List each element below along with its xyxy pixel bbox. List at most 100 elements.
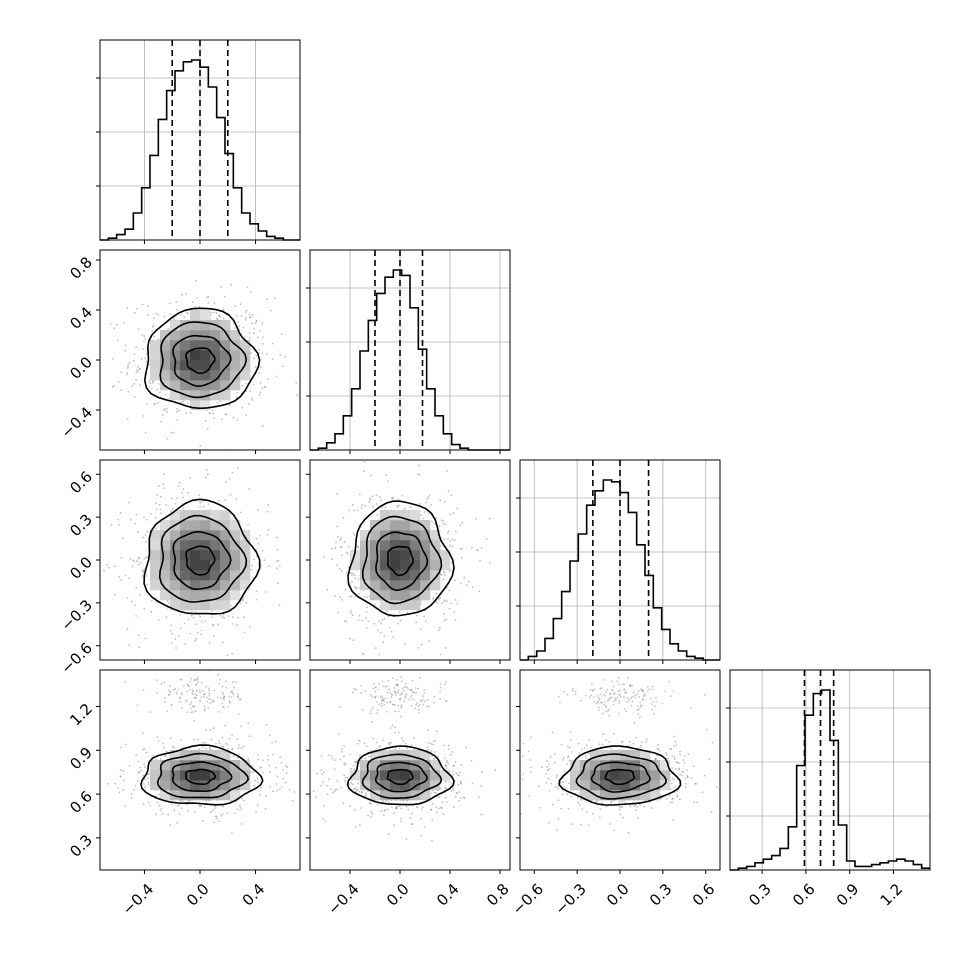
scatter-point (364, 505, 367, 507)
scatter-point (335, 541, 337, 544)
scatter-point (169, 824, 172, 826)
scatter-point (371, 495, 374, 498)
scatter-point (141, 303, 144, 306)
scatter-point (605, 739, 608, 742)
scatter-point (259, 534, 262, 537)
scatter-point (673, 758, 676, 761)
scatter-point (227, 615, 230, 617)
scatter-point (322, 781, 325, 784)
density-cell (420, 790, 431, 801)
scatter-point (547, 821, 550, 824)
scatter-point (566, 693, 569, 696)
scatter-point (657, 743, 659, 746)
scatter-point (178, 635, 180, 638)
scatter-point (159, 809, 162, 812)
scatter-point (385, 800, 388, 803)
scatter-point (213, 311, 216, 314)
density-cell (610, 780, 621, 791)
scatter-point (392, 677, 395, 680)
scatter-point (276, 548, 279, 551)
scatter-point (378, 703, 381, 706)
scatter-point (238, 325, 241, 328)
scatter-point (341, 546, 343, 548)
scatter-point (350, 767, 352, 770)
scatter-point (195, 684, 197, 687)
scatter-point (127, 363, 130, 366)
scatter-point (262, 336, 264, 339)
scatter-point (133, 353, 136, 356)
scatter-point (166, 410, 168, 413)
scatter-point (589, 688, 592, 691)
scatter-point (168, 685, 171, 688)
scatter-point (239, 602, 242, 605)
density-cell (230, 520, 241, 531)
scatter-point (449, 753, 452, 756)
scatter-point (129, 518, 132, 521)
density-cell (590, 750, 601, 761)
scatter-point (186, 491, 189, 494)
density-cell (170, 770, 181, 781)
scatter-point (393, 812, 396, 815)
density-cell (410, 530, 421, 541)
scatter-point (551, 803, 554, 806)
scatter-point (565, 787, 568, 790)
scatter-point (198, 305, 201, 308)
density-cell (640, 750, 651, 761)
scatter-point (608, 708, 610, 711)
density-cell (210, 340, 221, 351)
density-cell (150, 550, 161, 561)
scatter-point (375, 748, 378, 751)
scatter-point (163, 681, 166, 684)
scatter-point (399, 619, 402, 622)
scatter-point (158, 793, 160, 796)
scatter-point (259, 786, 262, 789)
scatter-point (390, 630, 393, 633)
scatter-point (262, 550, 264, 552)
scatter-point (363, 470, 366, 473)
scatter-point (399, 820, 402, 823)
scatter-point (383, 700, 386, 703)
scatter-point (201, 820, 204, 822)
scatter-point (617, 699, 620, 702)
scatter-point (200, 629, 203, 632)
density-cell (190, 780, 201, 791)
density-cell (640, 760, 651, 771)
scatter-point (222, 641, 224, 644)
scatter-point (445, 761, 448, 764)
scatter-point (422, 703, 424, 706)
scatter-point (598, 706, 600, 709)
scatter-point (556, 774, 558, 776)
scatter-point (353, 809, 356, 811)
scatter-point (182, 496, 184, 499)
scatter-point (679, 798, 681, 801)
scatter-point (403, 686, 406, 689)
density-cell (360, 540, 371, 551)
scatter-point (169, 737, 172, 740)
scatter-point (175, 308, 178, 311)
scatter-point (598, 816, 601, 819)
scatter-point (153, 335, 156, 338)
scatter-point (218, 742, 221, 745)
scatter-point (185, 412, 187, 414)
scatter-point (463, 576, 466, 579)
scatter-point (276, 789, 279, 792)
density-cell (190, 530, 201, 541)
scatter-point (461, 521, 464, 524)
scatter-point (383, 704, 386, 706)
scatter-point (203, 708, 206, 711)
scatter-point (349, 572, 352, 574)
scatter-point (603, 678, 606, 681)
scatter-point (155, 692, 158, 694)
scatter-point (586, 811, 588, 814)
scatter-point (135, 754, 138, 756)
scatter-point (598, 698, 601, 701)
density-cell (570, 770, 581, 781)
scatter-point (179, 401, 182, 404)
scatter-point (263, 559, 266, 562)
scatter-point (236, 808, 238, 811)
scatter-point (251, 314, 254, 316)
scatter-point (139, 766, 142, 769)
scatter-point (87, 634, 89, 636)
density-cell (180, 590, 191, 601)
scatter-point (330, 755, 333, 758)
